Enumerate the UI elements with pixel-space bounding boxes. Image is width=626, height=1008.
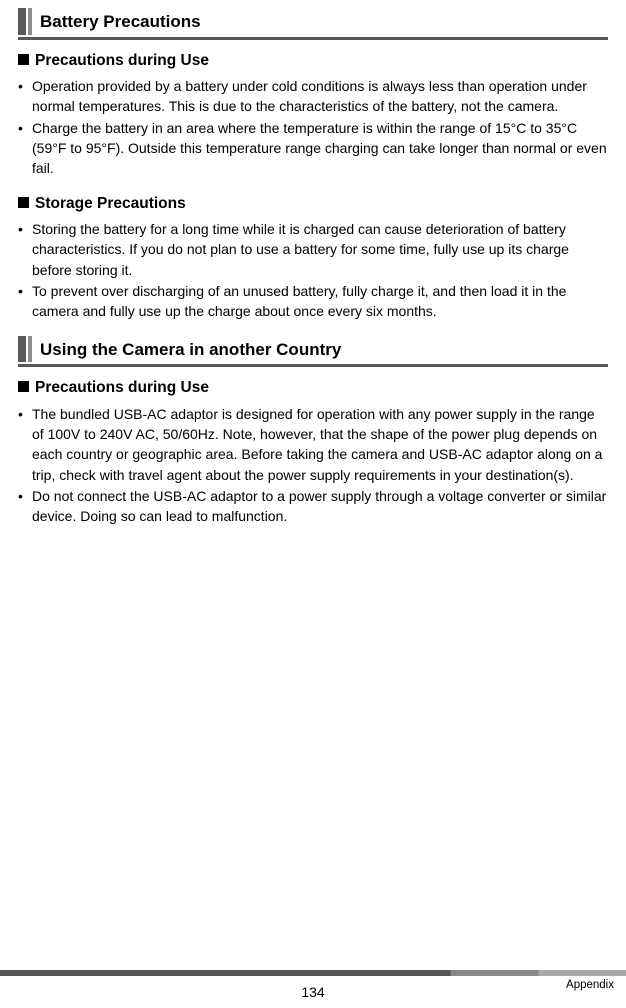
heading-bar-secondary (28, 8, 32, 35)
square-bullet-icon (18, 381, 29, 392)
list-item-text: To prevent over discharging of an unused… (32, 281, 608, 322)
subheading-precautions-during-use: Precautions during Use (18, 50, 608, 72)
list-item-text: The bundled USB-AC adaptor is designed f… (32, 404, 608, 485)
subheading-storage-precautions: Storage Precautions (18, 193, 608, 215)
subheading-text: Storage Precautions (35, 195, 186, 212)
subheading-text: Precautions during Use (35, 379, 209, 396)
list-item: •Storing the battery for a long time whi… (18, 219, 608, 280)
list-item: •Charge the battery in an area where the… (18, 118, 608, 179)
list-battery-storage: •Storing the battery for a long time whi… (18, 219, 608, 321)
list-item-text: Storing the battery for a long time whil… (32, 219, 608, 280)
page-body: Battery Precautions Precautions during U… (0, 0, 626, 526)
heading-text: Battery Precautions (40, 8, 201, 35)
bullet-dot: • (18, 281, 32, 322)
heading-bar-primary (18, 336, 26, 363)
heading-bar-secondary (28, 336, 32, 363)
subheading-precautions-during-use-country: Precautions during Use (18, 377, 608, 399)
heading-battery-precautions: Battery Precautions (18, 8, 608, 40)
subheading-text: Precautions during Use (35, 52, 209, 69)
square-bullet-icon (18, 197, 29, 208)
list-item: •To prevent over discharging of an unuse… (18, 281, 608, 322)
list-item-text: Charge the battery in an area where the … (32, 118, 608, 179)
heading-bar-primary (18, 8, 26, 35)
bullet-dot: • (18, 76, 32, 117)
heading-text: Using the Camera in another Country (40, 336, 341, 363)
list-item: •Do not connect the USB-AC adaptor to a … (18, 486, 608, 527)
bullet-dot: • (18, 404, 32, 485)
square-bullet-icon (18, 54, 29, 65)
footer-divider-bar (0, 970, 626, 976)
list-country-use: •The bundled USB-AC adaptor is designed … (18, 404, 608, 527)
list-item: •Operation provided by a battery under c… (18, 76, 608, 117)
bullet-dot: • (18, 486, 32, 527)
list-item: •The bundled USB-AC adaptor is designed … (18, 404, 608, 485)
list-battery-use: •Operation provided by a battery under c… (18, 76, 608, 178)
bullet-dot: • (18, 219, 32, 280)
list-item-text: Do not connect the USB-AC adaptor to a p… (32, 486, 608, 527)
heading-using-camera-country: Using the Camera in another Country (18, 336, 608, 368)
bullet-dot: • (18, 118, 32, 179)
list-item-text: Operation provided by a battery under co… (32, 76, 608, 117)
footer-page-number: 134 (0, 982, 626, 1002)
